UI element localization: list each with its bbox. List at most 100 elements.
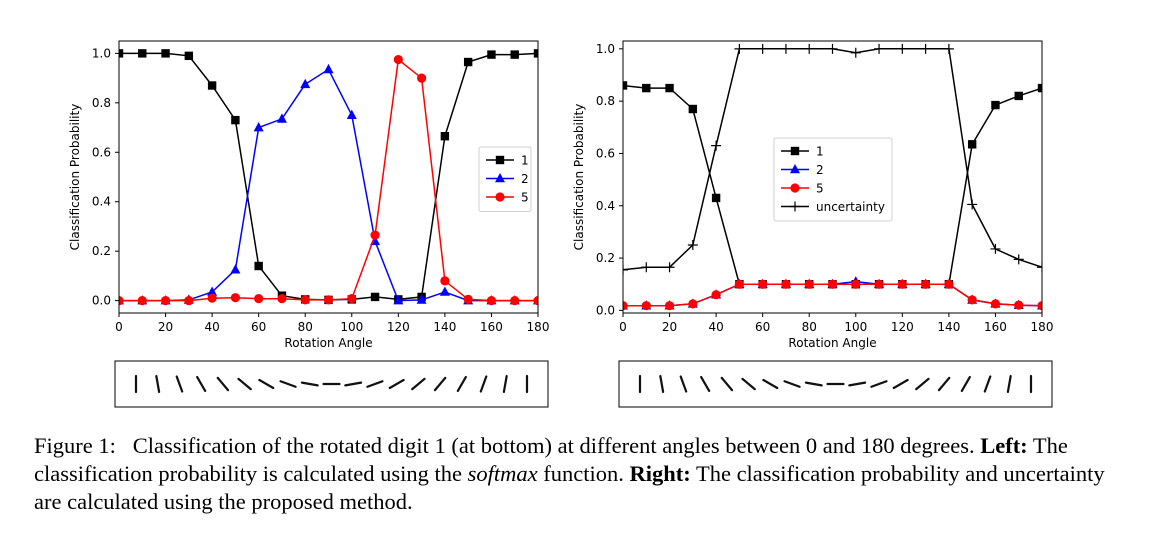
left-data-point xyxy=(254,261,263,271)
caption-text-3: function. xyxy=(543,461,624,486)
right-strip-rotated-digit xyxy=(937,376,951,392)
right-data-point xyxy=(623,81,628,90)
left-y-tick-label: 1.0 xyxy=(92,46,111,60)
left-data-point xyxy=(277,294,287,304)
right-data-point xyxy=(851,279,861,289)
left-strip-rotated-digit xyxy=(300,381,319,387)
right-y-tick-label: 0.4 xyxy=(596,199,615,213)
right-strip-rotated-digit xyxy=(783,380,801,388)
caption-right-label: Right: xyxy=(629,461,691,486)
left-strip-rotated-digit xyxy=(216,376,230,392)
right-legend-item: 5 xyxy=(781,182,824,196)
right-data-point xyxy=(1014,91,1023,101)
left-data-point xyxy=(417,73,427,83)
right-data-point xyxy=(711,193,721,203)
right-data-point xyxy=(804,279,814,289)
left-x-tick-label: 180 xyxy=(527,320,550,334)
left-data-point xyxy=(370,230,380,240)
left-data-point xyxy=(463,294,473,304)
right-data-point xyxy=(967,199,978,210)
left-strip-rotated-digit xyxy=(456,375,467,393)
left-data-point xyxy=(440,276,450,286)
left-digit-strip xyxy=(114,360,549,408)
left-data-point xyxy=(323,295,334,305)
right-strip-rotated-digit xyxy=(804,381,823,387)
right-data-point xyxy=(711,140,722,151)
left-legend-item: 5 xyxy=(486,191,529,205)
right-data-point xyxy=(874,279,884,289)
right-data-point xyxy=(874,43,885,54)
right-legend-label: uncertainty xyxy=(816,200,885,214)
left-data-point xyxy=(510,296,520,306)
right-data-point xyxy=(687,240,698,250)
right-data-point xyxy=(850,47,861,58)
right-data-point xyxy=(665,83,674,93)
left-y-tick-label: 0.2 xyxy=(92,244,111,258)
left-legend-label: 1 xyxy=(521,154,529,168)
caption-softmax: softmax xyxy=(467,461,538,486)
right-strip-rotated-digit xyxy=(915,377,930,391)
right-data-point xyxy=(967,140,977,149)
right-y-tick-label: 0.0 xyxy=(596,303,615,317)
right-data-point xyxy=(827,43,838,54)
left-data-point xyxy=(300,295,310,305)
left-data-point xyxy=(393,54,403,65)
right-strip-rotated-digit xyxy=(762,378,779,390)
right-data-point xyxy=(967,295,977,305)
right-data-point xyxy=(897,43,908,54)
left-legend-item: 2 xyxy=(486,172,529,186)
right-data-point xyxy=(991,100,1000,110)
right-data-point xyxy=(688,299,698,309)
left-series-1 xyxy=(119,49,538,305)
left-series-line xyxy=(119,52,538,301)
left-y-axis-label: Classification Probability xyxy=(68,104,82,251)
right-x-tick-label: 180 xyxy=(1031,320,1054,334)
left-series-line xyxy=(119,68,538,302)
left-strip-rotated-digit xyxy=(155,375,161,393)
right-legend-item: 2 xyxy=(781,163,824,177)
right-legend-label: 2 xyxy=(816,163,824,177)
right-y-axis-label: Classification Probability xyxy=(572,104,586,251)
left-data-point xyxy=(533,296,538,306)
right-data-point xyxy=(688,104,698,114)
left-x-axis-label: Rotation Angle xyxy=(284,336,372,350)
left-legend-label: 2 xyxy=(521,172,529,186)
right-legend-marker xyxy=(790,201,800,212)
right-legend-marker xyxy=(790,146,800,156)
left-x-tick-label: 0 xyxy=(115,320,123,334)
right-strip-rotated-digit xyxy=(892,378,909,390)
left-x-tick-label: 160 xyxy=(480,320,503,334)
caption-left-label: Left: xyxy=(980,433,1028,458)
left-data-point xyxy=(346,109,357,119)
left-data-point xyxy=(510,50,519,59)
right-legend-item: 1 xyxy=(781,145,824,159)
left-data-point xyxy=(184,51,194,61)
left-data-point xyxy=(161,49,170,58)
right-plot-area xyxy=(623,43,1042,311)
left-series-5 xyxy=(119,54,538,306)
left-x-tick-label: 40 xyxy=(204,320,219,334)
left-strip-rotated-digit xyxy=(237,377,252,391)
left-data-point xyxy=(393,295,404,305)
right-data-point xyxy=(921,279,931,289)
left-axes-frame xyxy=(118,40,539,314)
left-strip-rotated-digit xyxy=(433,376,447,392)
right-legend: 1 2 5 uncertainty xyxy=(773,137,893,222)
right-data-point xyxy=(780,43,791,54)
right-data-point xyxy=(804,43,815,54)
left-strip-rotated-digit xyxy=(366,380,384,388)
left-legend-marker xyxy=(495,155,505,165)
right-legend-label: 5 xyxy=(816,182,824,196)
right-data-point xyxy=(1037,301,1042,311)
left-data-point xyxy=(253,122,264,132)
left-strip-rotated-digit xyxy=(479,375,488,393)
left-x-tick-label: 20 xyxy=(158,320,173,334)
left-legend-marker xyxy=(495,192,505,202)
left-legend-marker xyxy=(495,173,505,183)
left-data-point xyxy=(416,294,427,304)
right-data-point xyxy=(641,262,652,273)
left-legend: 1 2 5 xyxy=(478,146,532,212)
right-data-point xyxy=(664,262,675,273)
right-data-point xyxy=(943,43,954,54)
left-data-point xyxy=(138,49,147,58)
